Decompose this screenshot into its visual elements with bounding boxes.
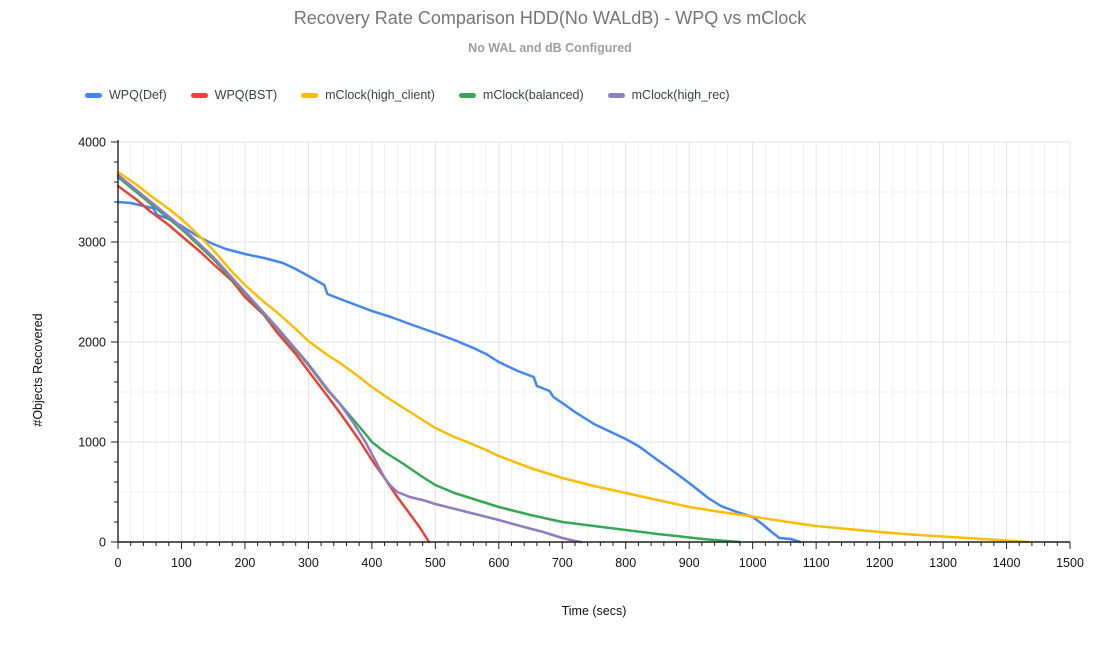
series-line-mclock-high-rec xyxy=(116,173,583,544)
x-tick-label: 600 xyxy=(488,556,509,570)
series-line-wpq-def xyxy=(116,200,802,544)
series-line-wpq-bst xyxy=(116,184,431,544)
y-tick-label: 4000 xyxy=(78,136,106,150)
x-tick-label: 100 xyxy=(171,556,192,570)
x-tick-label: 200 xyxy=(235,556,256,570)
series-line-mclock-balanced xyxy=(116,175,742,544)
legend-label: mClock(balanced) xyxy=(482,88,584,102)
legend-item-mclock-high-client: mClock(high_client) xyxy=(301,88,435,102)
x-tick-label: 1100 xyxy=(803,556,830,570)
y-tick-label: 2000 xyxy=(78,336,106,350)
y-tick-label: 3000 xyxy=(78,236,106,250)
legend-label: mClock(high_rec) xyxy=(631,88,730,102)
x-axis-title: Time (secs) xyxy=(561,604,627,618)
x-tick-label: 1200 xyxy=(866,556,894,570)
legend-swatch-wpq-bst xyxy=(190,92,208,98)
x-tick-label: 500 xyxy=(425,556,446,570)
x-tick-label: 1400 xyxy=(993,556,1021,570)
x-tick-label: 1500 xyxy=(1056,556,1084,570)
legend-swatch-wpq-def xyxy=(85,92,102,98)
y-axis-title: #Objects Recovered xyxy=(31,313,45,427)
series-line-mclock-high-client xyxy=(116,170,1030,544)
legend-label: mClock(high_client) xyxy=(325,88,435,102)
y-tick-label: 0 xyxy=(99,536,106,550)
legend-swatch-mclock-high-rec xyxy=(607,92,625,98)
x-tick-label: 400 xyxy=(361,556,382,570)
x-tick-label: 800 xyxy=(615,556,636,570)
legend-item-wpq-def: WPQ(Def) xyxy=(85,88,167,102)
chart-title: Recovery Rate Comparison HDD(No WALdB) -… xyxy=(293,8,807,28)
legend-item-wpq-bst: WPQ(BST) xyxy=(190,88,278,102)
x-tick-label: 900 xyxy=(679,556,700,570)
x-tick-label: 0 xyxy=(115,556,122,570)
x-tick-label: 300 xyxy=(298,556,319,570)
legend-label: WPQ(BST) xyxy=(214,88,278,102)
legend-item-mclock-high-rec: mClock(high_rec) xyxy=(607,88,730,102)
y-tick-label: 1000 xyxy=(78,436,106,450)
legend-swatch-mclock-high-client xyxy=(301,92,319,98)
chart-subtitle: No WAL and dB Configured xyxy=(468,41,632,55)
legend-label: WPQ(Def) xyxy=(109,88,167,102)
legend: WPQ(Def) WPQ(BST) mClock(high_client) mCloc… xyxy=(85,88,730,102)
legend-swatch-mclock-balanced xyxy=(458,92,476,98)
x-tick-label: 1300 xyxy=(929,556,957,570)
legend-item-mclock-balanced: mClock(balanced) xyxy=(458,88,584,102)
x-tick-label: 700 xyxy=(552,556,573,570)
x-tick-label: 1000 xyxy=(739,556,767,570)
